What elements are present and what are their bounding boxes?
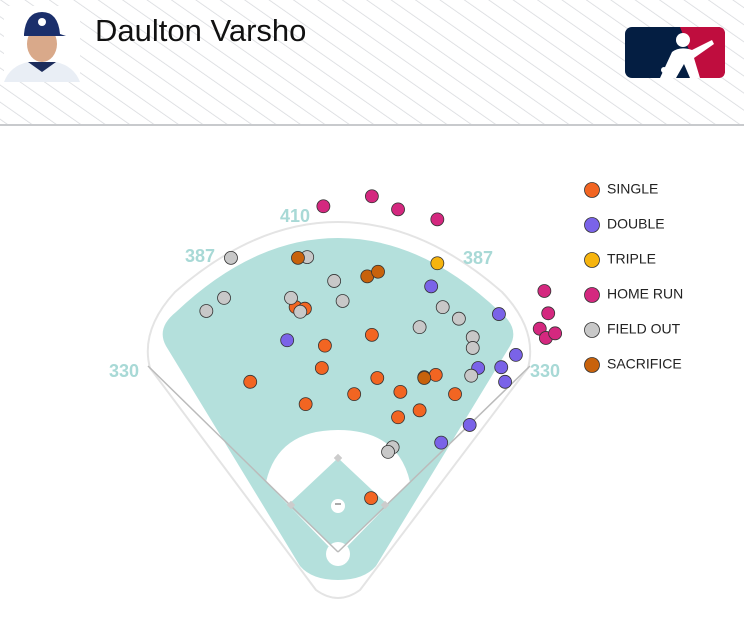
hit-point	[508, 347, 523, 362]
fence-distance: 330	[109, 361, 139, 381]
header-bg	[0, 0, 744, 125]
hit-point	[316, 199, 331, 214]
legend-swatch	[584, 287, 600, 303]
hit-point	[498, 374, 512, 389]
fence-distance: 330	[530, 361, 560, 381]
player-photo	[4, 6, 80, 82]
hit-point	[364, 189, 379, 204]
player-name: Daulton Varsho	[95, 13, 306, 48]
hit-point	[537, 284, 552, 298]
fence-distance: 387	[463, 248, 493, 268]
hit-point	[541, 306, 556, 321]
hit-point	[364, 327, 379, 342]
hit-point	[435, 300, 450, 315]
mlb-logo	[625, 27, 725, 78]
legend-swatch	[584, 217, 600, 233]
hit-point	[391, 410, 405, 425]
hit-point	[464, 368, 479, 383]
hit-point	[430, 212, 445, 227]
hit-point	[280, 333, 295, 348]
hit-point	[371, 264, 385, 279]
hit-point	[217, 290, 231, 305]
hit-point	[224, 250, 238, 265]
legend-label: TRIPLE	[607, 251, 656, 267]
legend-swatch	[584, 182, 600, 198]
hit-point	[370, 371, 385, 385]
hit-point	[428, 367, 443, 382]
hit-point	[492, 307, 506, 321]
hit-point	[412, 403, 427, 418]
hit-point	[393, 384, 408, 399]
hit-point	[293, 304, 308, 319]
hit-point	[335, 294, 350, 308]
hit-point	[381, 444, 395, 459]
legend-label: DOUBLE	[607, 216, 665, 232]
hit-point	[434, 435, 449, 450]
legend-swatch	[584, 252, 600, 268]
hit-point	[243, 374, 258, 389]
hit-point	[364, 491, 379, 506]
hit-point	[284, 290, 298, 305]
hit-point	[494, 360, 509, 375]
hit-point	[465, 341, 480, 355]
hit-point	[451, 311, 466, 326]
hit-point	[199, 304, 214, 318]
hit-point	[462, 418, 477, 432]
hit-point	[314, 361, 329, 375]
fence-distance: 387	[185, 246, 215, 266]
legend-label: HOME RUN	[607, 286, 683, 302]
hit-point	[448, 387, 462, 402]
legend-swatch	[584, 322, 600, 338]
hit-point	[391, 202, 405, 217]
legend-label: SINGLE	[607, 181, 658, 197]
hit-point	[412, 320, 427, 335]
legend-label: FIELD OUT	[607, 321, 681, 337]
hit-point	[291, 250, 305, 265]
hit-point	[430, 256, 445, 271]
legend-label: SACRIFICE	[607, 356, 682, 372]
hit-point	[327, 274, 342, 288]
hit-point	[417, 371, 432, 385]
hit-point	[347, 387, 362, 402]
hit-point	[298, 397, 313, 412]
field	[146, 220, 532, 599]
legend-swatch	[584, 357, 600, 373]
fence-distance: 410	[280, 206, 310, 226]
hit-point	[424, 279, 439, 294]
hit-point	[318, 338, 332, 353]
hit-point	[548, 326, 563, 341]
